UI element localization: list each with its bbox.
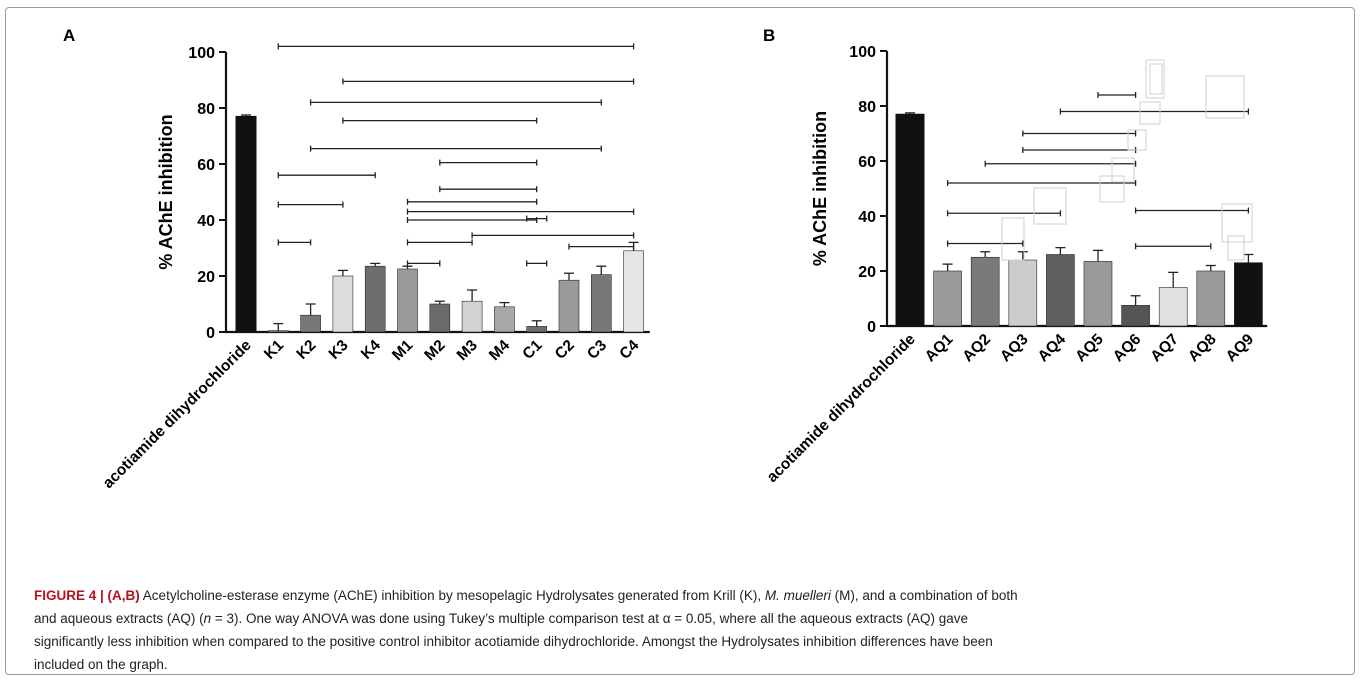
bar-a-k2: [300, 314, 321, 333]
figure-frame: [5, 7, 1355, 675]
y-tick-label-b-60: 60: [858, 154, 876, 171]
artifact-box-10: [1227, 235, 1245, 261]
artifact-box-6: [1205, 75, 1245, 119]
bar-a-m1: [397, 268, 418, 333]
x-tick-label-b-aq3: AQ3: [997, 331, 1032, 366]
x-tick-label-b-aq1: AQ1: [922, 331, 957, 366]
x-tick-label-a-k4: K4: [358, 337, 384, 363]
caption-lead: FIGURE 4 |: [34, 588, 108, 603]
y-axis-label-a: % AChE inhibition: [156, 114, 176, 269]
x-tick-label-a-m3: M3: [454, 337, 482, 365]
caption-species: M. muelleri: [764, 588, 831, 603]
y-tick-label-a-80: 80: [197, 101, 215, 118]
x-tick-label-b-aq9: AQ9: [1223, 331, 1258, 366]
x-tick-label-a-c1: C1: [519, 337, 545, 363]
artifact-box-3: [1127, 129, 1147, 151]
bar-b-aq3: [1008, 259, 1038, 327]
caption-line-3: significantly less inhibition when compa…: [34, 634, 993, 649]
bar-a-acotiamide-dihydrochloride: [235, 115, 257, 333]
x-tick-label-b-aq5: AQ5: [1072, 331, 1107, 366]
x-tick-label-b-aq6: AQ6: [1110, 331, 1145, 366]
figure-caption: FIGURE 4 | (A,B) Acetylcholine-esterase …: [34, 584, 1334, 676]
x-tick-label-b-aq8: AQ8: [1185, 331, 1220, 366]
bar-a-c2: [558, 279, 580, 333]
bar-b-aq7: [1158, 287, 1188, 327]
bar-b-aq9: [1234, 262, 1263, 327]
bar-b-aq1: [933, 270, 962, 327]
caption-panels: (A,B): [107, 588, 140, 603]
caption-line-2b: = 3). One way ANOVA was done using Tukey…: [211, 611, 969, 626]
x-tick-label-a-acotiamide-dihydrochloride: acotiamide dihydrochloride: [100, 337, 255, 492]
y-tick-label-a-20: 20: [197, 269, 215, 286]
panel-label-a: A: [63, 26, 75, 45]
x-tick-label-a-k2: K2: [293, 337, 319, 363]
bar-b-aq5: [1083, 261, 1113, 327]
caption-text-2: (M), and a combination of both: [830, 588, 1018, 603]
artifact-box-8: [1001, 217, 1025, 261]
caption-line-2a: and aqueous extracts (AQ) (: [34, 611, 204, 626]
x-tick-label-a-c4: C4: [616, 337, 642, 363]
artifact-box-0: [1145, 59, 1165, 99]
x-tick-label-a-m4: M4: [486, 337, 514, 365]
bar-b-acotiamide-dihydrochloride: [895, 113, 925, 327]
y-tick-label-b-20: 20: [858, 264, 876, 281]
chart-panel-b: 0 20 40 60 80 100 % AChE inhibition acotiamide …: [764, 44, 1268, 486]
artifact-box-2: [1139, 101, 1161, 125]
x-tick-label-b-aq7: AQ7: [1147, 331, 1182, 366]
x-tick-label-b-aq4: AQ4: [1035, 331, 1070, 366]
artifact-box-1: [1149, 63, 1163, 95]
artifact-box-5: [1099, 175, 1125, 203]
y-tick-label-b-0: 0: [867, 319, 876, 336]
bar-a-m2: [429, 303, 451, 333]
caption-line-4: included on the graph.: [34, 657, 168, 672]
y-tick-label-a-40: 40: [197, 213, 215, 230]
y-tick-label-a-0: 0: [206, 325, 215, 342]
bar-a-c1: [526, 326, 548, 333]
bar-b-aq6: [1121, 305, 1150, 327]
caption-text-1: Acetylcholine-esterase enzyme (AChE) inh…: [139, 588, 765, 603]
artifact-box-4: [1111, 157, 1135, 183]
caption-n: n: [203, 611, 212, 626]
x-tick-label-a-k3: K3: [326, 337, 352, 363]
x-tick-label-a-k1: K1: [261, 337, 287, 363]
bar-a-m4: [494, 306, 515, 333]
x-tick-label-a-m1: M1: [389, 337, 417, 365]
bar-a-c3: [590, 274, 612, 333]
artifact-box-7: [1221, 203, 1253, 243]
y-tick-label-b-80: 80: [858, 99, 876, 116]
x-tick-label-a-c2: C2: [552, 337, 578, 363]
x-tick-label-a-c3: C3: [584, 337, 610, 363]
bar-a-k4: [364, 265, 386, 333]
y-tick-label-a-100: 100: [188, 45, 215, 62]
y-tick-label-b-40: 40: [858, 209, 876, 226]
bar-a-k3: [332, 275, 354, 333]
figure-canvas: A B 0 20 40 60 80 100 % AChE inhibition acotiam…: [63, 26, 1268, 492]
bar-b-aq8: [1196, 270, 1226, 327]
bar-a-c4: [623, 250, 644, 333]
bar-b-aq4: [1046, 254, 1075, 327]
bar-a-k1: [267, 330, 289, 333]
x-tick-label-b-aq2: AQ2: [959, 331, 994, 366]
x-tick-label-b-acotiamide-dihydrochloride: acotiamide dihydrochloride: [764, 331, 919, 486]
bar-b-aq2: [970, 256, 1000, 327]
y-axis-label-b: % AChE inhibition: [810, 111, 830, 266]
y-tick-label-b-100: 100: [849, 44, 876, 61]
artifact-box-9: [1033, 187, 1067, 225]
panel-label-b: B: [763, 26, 775, 45]
x-tick-label-a-m2: M2: [421, 337, 448, 364]
chart-panel-a: 0 20 40 60 80 100 % AChE inhibition acotiamide …: [100, 43, 650, 492]
y-tick-label-a-60: 60: [197, 157, 215, 174]
bar-a-m3: [461, 300, 483, 333]
